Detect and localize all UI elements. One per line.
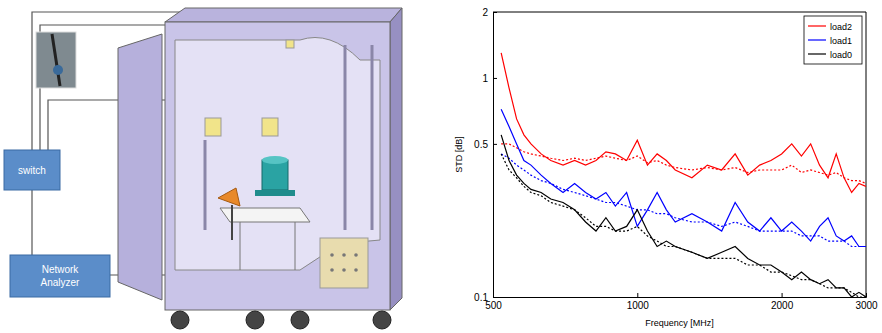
inset-detail	[53, 65, 63, 75]
diagram: switch Network Analyzer	[4, 8, 402, 329]
legend-label: load2	[830, 22, 852, 32]
x-tick: 3000	[855, 293, 878, 311]
series-line	[501, 154, 866, 297]
device-body	[262, 160, 288, 190]
table	[220, 208, 310, 222]
series-line	[501, 144, 866, 184]
patch-antenna	[262, 118, 278, 136]
connector	[354, 253, 358, 257]
wheel	[291, 311, 309, 329]
y-tick-label: 1	[482, 73, 488, 84]
legend: load2 load1 load0	[804, 16, 862, 64]
rod	[371, 45, 374, 230]
x-tick-label: 3000	[855, 300, 878, 311]
x-tick: 2000	[771, 293, 794, 311]
table-leg	[240, 222, 241, 270]
x-tick: 1000	[627, 293, 650, 311]
plot-lines	[501, 53, 866, 297]
wire	[31, 190, 32, 255]
y-axis-line	[494, 13, 498, 298]
chart: 5001000200030000.10.512Frequency [MHz]ST…	[454, 7, 878, 328]
legend-label: load0	[830, 50, 852, 60]
y-tick-mark	[493, 144, 497, 145]
patch-antenna	[205, 118, 221, 136]
x-tick-label: 1000	[627, 300, 650, 311]
patch-antenna	[286, 40, 294, 48]
switch-label: switch	[18, 165, 46, 176]
connector-panel	[320, 238, 368, 288]
connector	[342, 253, 346, 257]
cabinet-side	[390, 8, 402, 310]
y-tick-mark	[493, 297, 497, 298]
x-tick-mark	[637, 293, 638, 297]
x-axis: 500100020003000	[485, 293, 878, 311]
y-tick-label: 2	[482, 7, 488, 18]
legend-box	[804, 16, 862, 64]
wheel	[373, 311, 391, 329]
device-base	[255, 190, 295, 196]
connector	[330, 253, 334, 257]
analyzer-box	[10, 255, 110, 297]
inset-photo	[36, 32, 76, 88]
door	[118, 34, 162, 300]
y-tick: 0.5	[474, 139, 497, 150]
switch-box	[4, 150, 60, 190]
series-line	[501, 109, 866, 246]
series-line	[501, 53, 866, 193]
legend-swatch	[808, 25, 826, 26]
horn-antenna	[218, 188, 240, 206]
plot-frame	[493, 12, 866, 13]
y-tick: 1	[482, 73, 497, 84]
y-tick-label: 0.5	[474, 139, 488, 150]
x-axis-title: Frequency [MHz]	[645, 318, 714, 328]
figure: switchNetworkAnalyzer5001000200030000.10…	[0, 0, 882, 333]
connector	[342, 268, 346, 272]
cabinet-front	[165, 22, 390, 310]
connector	[330, 268, 334, 272]
device-top	[262, 156, 288, 164]
table-leg	[295, 222, 296, 270]
y-axis: 0.1 0.5 1 2	[474, 7, 497, 303]
series-line	[501, 135, 866, 297]
rod	[344, 45, 347, 230]
y-tick: 0.1	[474, 292, 497, 303]
y-axis-title: STD [dB]	[454, 136, 464, 173]
y-tick-mark	[493, 78, 497, 79]
horn-stand	[231, 205, 233, 240]
plot-frame	[866, 12, 867, 297]
inset-detail	[52, 34, 60, 86]
connector	[354, 268, 358, 272]
legend-swatch	[808, 53, 826, 54]
analyzer-label: Network	[42, 264, 80, 275]
rod	[204, 140, 207, 230]
wheel	[171, 311, 189, 329]
wheel	[246, 311, 264, 329]
cabinet-top	[165, 8, 402, 22]
x-tick-mark	[782, 293, 783, 297]
legend-label: load1	[830, 36, 852, 46]
x-axis-line	[494, 293, 867, 298]
cabinet-interior	[175, 38, 380, 271]
analyzer-label: Analyzer	[41, 277, 81, 288]
legend-swatch	[808, 39, 826, 40]
x-tick-label: 2000	[771, 300, 794, 311]
y-tick-label: 0.1	[474, 292, 488, 303]
